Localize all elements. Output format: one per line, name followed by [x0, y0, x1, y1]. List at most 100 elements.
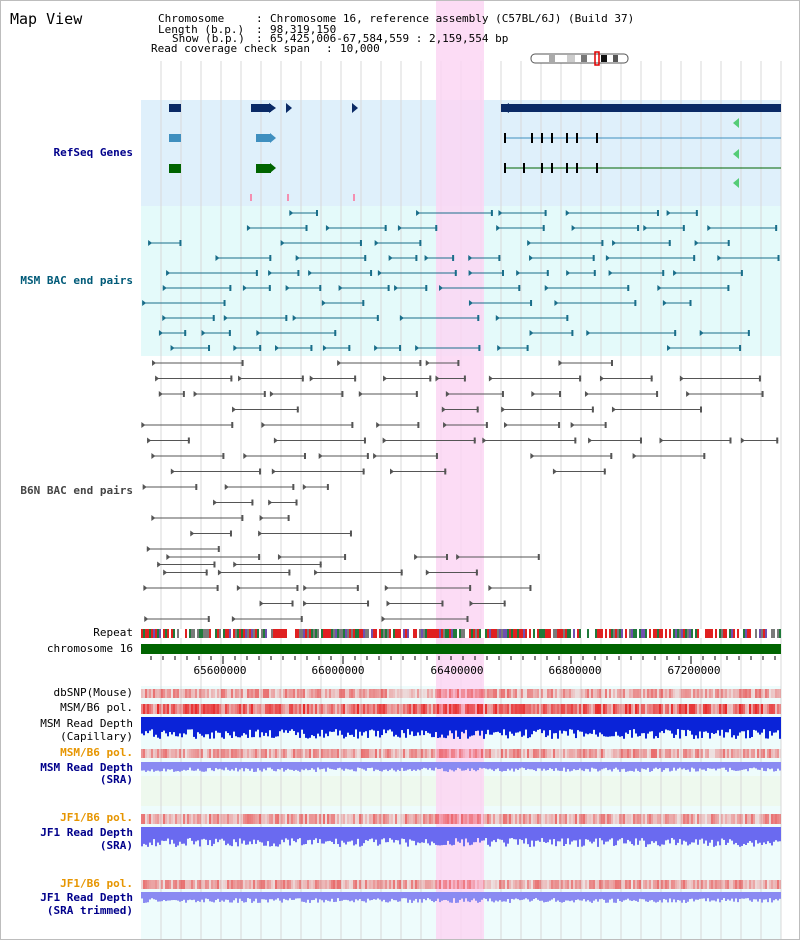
read-depth — [651, 762, 653, 772]
read-depth — [591, 827, 593, 844]
snp-density — [225, 749, 227, 758]
snp-density — [477, 689, 479, 698]
snp-density — [197, 814, 199, 824]
snp-density — [147, 814, 149, 824]
snp-density — [755, 880, 757, 889]
snp-density — [291, 749, 293, 758]
read-depth — [423, 717, 425, 736]
snp-density — [389, 749, 391, 758]
repeat-element — [611, 629, 613, 638]
track-label-msm-pol[interactable]: MSM/B6 pol. — [60, 701, 133, 714]
track-label-jf1-depth[interactable]: JF1 Read Depth — [40, 826, 133, 839]
snp-density — [491, 880, 493, 889]
read-depth — [383, 827, 385, 839]
snp-density — [653, 749, 655, 758]
read-depth — [281, 762, 283, 769]
snp-density — [627, 749, 629, 758]
repeat-element — [693, 629, 695, 638]
track-label-refseq[interactable]: RefSeq Genes — [53, 146, 133, 159]
snp-density — [169, 704, 171, 714]
read-depth — [145, 827, 147, 845]
track-label-dbsnp[interactable]: dbSNP(Mouse) — [53, 686, 133, 699]
repeat-element — [731, 629, 733, 638]
read-depth — [597, 762, 599, 772]
snp-density — [497, 814, 499, 824]
length-key: Length (b.p.) — [158, 23, 245, 36]
snp-density — [293, 749, 295, 758]
snp-density — [419, 704, 421, 714]
read-depth — [577, 717, 579, 731]
track-label-msm-depth-sra[interactable]: MSM Read Depth — [40, 761, 133, 774]
read-depth — [333, 717, 335, 732]
bac-end-arrow — [673, 270, 678, 276]
snp-density — [633, 749, 635, 758]
snp-density — [709, 704, 711, 714]
read-depth — [169, 892, 171, 901]
snp-density — [231, 880, 233, 889]
read-depth — [389, 827, 391, 839]
snp-density — [739, 689, 741, 698]
snp-density — [461, 814, 463, 824]
track-label-jf1-pol[interactable]: JF1/B6 pol. — [60, 811, 133, 824]
track-label-jf1-depth-trimmed[interactable]: JF1 Read Depth — [40, 891, 133, 904]
snp-density — [345, 704, 347, 714]
snp-density — [719, 689, 721, 698]
snp-density — [479, 689, 481, 698]
read-depth — [619, 762, 621, 772]
read-depth — [755, 892, 757, 900]
repeat-element — [737, 629, 739, 638]
read-depth — [659, 717, 661, 733]
snp-density — [541, 749, 543, 758]
snp-density — [487, 749, 489, 758]
read-depth — [479, 717, 481, 736]
repeat-element — [277, 629, 279, 638]
read-depth — [339, 717, 341, 731]
snp-density — [171, 814, 173, 824]
read-depth — [235, 762, 237, 768]
snp-density — [179, 704, 181, 714]
repeat-element — [259, 629, 261, 638]
snp-density — [283, 814, 285, 824]
read-depth — [609, 717, 611, 737]
read-depth — [561, 827, 563, 839]
snp-density — [161, 689, 163, 698]
read-depth — [189, 717, 191, 730]
bac-end-arrow — [441, 406, 446, 413]
read-depth — [147, 892, 149, 903]
track-label-msm-pol-2[interactable]: MSM/B6 pol. — [60, 746, 133, 759]
track-label-jf1-pol-2[interactable]: JF1/B6 pol. — [60, 877, 133, 890]
read-depth — [243, 762, 245, 772]
snp-density — [239, 814, 241, 824]
snp-density — [455, 689, 457, 698]
track-label-msm-bac[interactable]: MSM BAC end pairs — [20, 274, 133, 287]
bac-end-arrow — [566, 270, 571, 276]
track-label-b6n-bac[interactable]: B6N BAC end pairs — [20, 484, 133, 497]
bac-end-arrow — [151, 515, 156, 521]
snp-density — [443, 814, 445, 824]
track-label-msm-depth-capillary[interactable]: MSM Read Depth — [40, 717, 133, 730]
repeat-element — [375, 629, 377, 638]
repeat-element — [179, 629, 181, 638]
read-depth — [151, 827, 153, 846]
bac-end-mark — [207, 616, 210, 622]
read-depth — [197, 827, 199, 841]
repeat-element — [527, 629, 529, 638]
snp-density — [541, 689, 543, 698]
snp-density — [241, 689, 243, 698]
read-depth — [441, 717, 443, 735]
bac-end-mark — [259, 345, 262, 351]
bac-end-mark — [656, 210, 659, 216]
repeat-element — [461, 629, 463, 638]
snp-density — [733, 814, 735, 824]
snp-density — [569, 814, 571, 824]
repeat-element — [681, 629, 683, 638]
read-depth — [463, 717, 465, 734]
snp-density — [777, 880, 779, 889]
snp-density — [411, 704, 413, 714]
bac-end-mark — [258, 554, 261, 560]
axis-tick-label: 66000000 — [311, 664, 365, 677]
snp-density — [253, 749, 255, 758]
snp-density — [571, 814, 573, 824]
bac-end-mark — [187, 437, 190, 444]
bac-end-arrow — [565, 210, 570, 216]
